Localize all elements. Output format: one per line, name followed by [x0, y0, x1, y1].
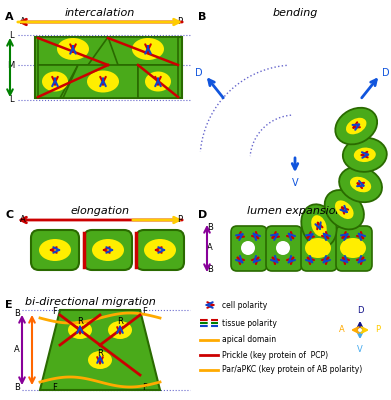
- Text: Prickle (key protein of  PCP): Prickle (key protein of PCP): [222, 350, 328, 360]
- Ellipse shape: [335, 108, 377, 144]
- Text: M: M: [7, 60, 14, 70]
- Polygon shape: [63, 65, 138, 98]
- Polygon shape: [138, 65, 178, 98]
- Ellipse shape: [68, 321, 92, 339]
- Text: R: R: [77, 318, 83, 326]
- Ellipse shape: [87, 70, 119, 92]
- Text: V: V: [292, 178, 298, 188]
- Polygon shape: [38, 37, 108, 65]
- Text: A: A: [20, 18, 26, 26]
- Polygon shape: [40, 310, 160, 390]
- Text: E: E: [5, 300, 13, 310]
- Ellipse shape: [335, 200, 353, 219]
- Text: B: B: [207, 266, 213, 274]
- Ellipse shape: [92, 239, 124, 261]
- FancyBboxPatch shape: [301, 226, 337, 271]
- Text: L: L: [9, 96, 14, 104]
- Ellipse shape: [325, 190, 364, 229]
- FancyBboxPatch shape: [336, 226, 372, 271]
- Text: B: B: [14, 308, 20, 318]
- FancyBboxPatch shape: [231, 226, 267, 271]
- Text: intercalation: intercalation: [65, 8, 135, 18]
- Ellipse shape: [132, 38, 164, 60]
- Ellipse shape: [42, 72, 68, 92]
- Ellipse shape: [305, 238, 331, 258]
- Ellipse shape: [144, 239, 176, 261]
- Ellipse shape: [354, 148, 376, 162]
- Text: tissue polarity: tissue polarity: [222, 318, 277, 328]
- Ellipse shape: [343, 138, 387, 172]
- Ellipse shape: [276, 241, 290, 255]
- Ellipse shape: [346, 118, 366, 134]
- Text: P: P: [177, 216, 182, 224]
- Text: D: D: [382, 68, 389, 78]
- FancyBboxPatch shape: [31, 230, 79, 270]
- Text: elongation: elongation: [70, 206, 129, 216]
- Ellipse shape: [311, 215, 327, 236]
- Text: lumen expansion: lumen expansion: [247, 206, 343, 216]
- Text: A: A: [20, 216, 26, 224]
- Text: bending: bending: [272, 8, 318, 18]
- Ellipse shape: [241, 241, 255, 255]
- Ellipse shape: [88, 351, 112, 369]
- Text: C: C: [5, 210, 13, 220]
- Ellipse shape: [57, 38, 89, 60]
- Text: F: F: [143, 308, 147, 316]
- Ellipse shape: [145, 72, 171, 92]
- FancyBboxPatch shape: [84, 230, 132, 270]
- Ellipse shape: [340, 238, 366, 258]
- Ellipse shape: [301, 204, 337, 247]
- Text: B: B: [198, 12, 206, 22]
- Text: A: A: [14, 346, 20, 354]
- Polygon shape: [35, 37, 182, 98]
- Ellipse shape: [39, 239, 71, 261]
- Text: A: A: [339, 326, 345, 334]
- Text: P: P: [177, 18, 182, 26]
- Text: cell polarity: cell polarity: [222, 300, 267, 310]
- Ellipse shape: [350, 177, 371, 192]
- Text: V: V: [357, 345, 363, 354]
- Text: A: A: [5, 12, 14, 22]
- Text: R: R: [97, 348, 103, 358]
- FancyBboxPatch shape: [266, 226, 302, 271]
- Text: R: R: [117, 318, 123, 326]
- Ellipse shape: [339, 167, 382, 202]
- Text: A: A: [207, 244, 213, 252]
- FancyBboxPatch shape: [136, 230, 184, 270]
- Text: B: B: [207, 222, 213, 232]
- Polygon shape: [38, 65, 78, 98]
- Text: F: F: [52, 308, 57, 316]
- Text: F: F: [52, 384, 57, 392]
- Text: F: F: [143, 384, 147, 392]
- Text: Par/aPKC (key protein of AB polarity): Par/aPKC (key protein of AB polarity): [222, 366, 362, 374]
- Text: P: P: [375, 326, 380, 334]
- Text: apical domain: apical domain: [222, 336, 276, 344]
- Text: B: B: [14, 382, 20, 392]
- Text: bi-directional migration: bi-directional migration: [25, 297, 155, 307]
- Text: D: D: [357, 306, 363, 315]
- Polygon shape: [108, 37, 178, 65]
- Text: D: D: [196, 68, 203, 78]
- Ellipse shape: [108, 321, 132, 339]
- Text: D: D: [198, 210, 207, 220]
- Text: L: L: [9, 30, 14, 40]
